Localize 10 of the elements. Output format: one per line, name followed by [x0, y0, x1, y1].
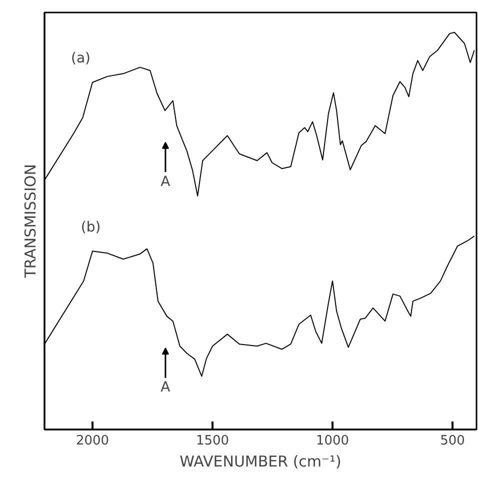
- x-tick-label: 1000: [316, 434, 350, 448]
- series-label: (b): [80, 219, 101, 236]
- y-axis-title: TRANSMISSION: [22, 164, 40, 279]
- x-tick-label: 1500: [196, 434, 230, 448]
- x-tick-label: 2000: [76, 434, 110, 448]
- x-axis-title: WAVENUMBER (cm⁻¹): [180, 452, 342, 470]
- series-label: (a): [70, 50, 91, 67]
- annotation: A: [160, 380, 171, 396]
- x-tick-label: 500: [440, 434, 465, 448]
- annotation: A: [160, 174, 171, 190]
